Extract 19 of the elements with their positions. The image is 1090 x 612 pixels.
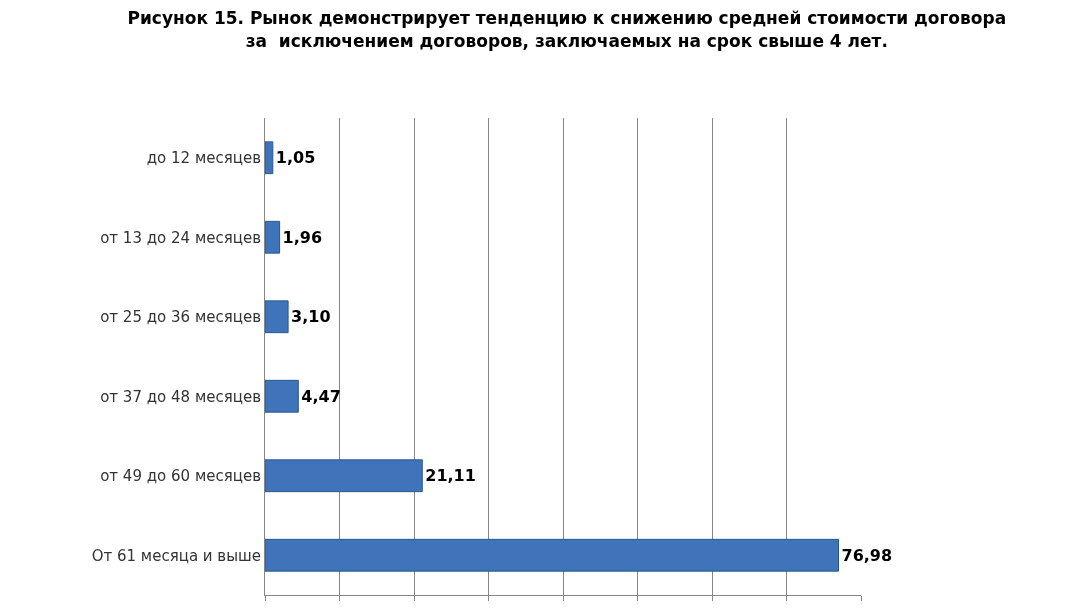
data-label: 21,11 (425, 466, 476, 486)
y-tick-label: от 49 до 60 месяцев (100, 467, 261, 485)
data-label: 3,10 (291, 307, 331, 327)
y-tick-label: от 25 до 36 месяцев (100, 308, 261, 326)
data-label: 76,98 (841, 545, 893, 565)
bar (265, 220, 281, 254)
bar (265, 459, 423, 493)
y-tick-label: от 13 до 24 месяцев (100, 228, 261, 247)
chart-title: Рисунок 15. Рынок демонстрирует тенденцию к снижению средней стоимости договора за исключением договоров, заключаемых на срок свыше 4 лет. (127, 8, 1007, 51)
y-tick-label: От 61 месяца и выше (91, 546, 261, 565)
bar (265, 300, 289, 334)
data-label: 1,05 (275, 148, 316, 168)
bar (265, 141, 274, 175)
data-label: 4,47 (301, 386, 341, 406)
bar (265, 538, 839, 572)
y-tick-label: от 37 до 48 месяцев (100, 387, 261, 406)
data-label: 1,96 (282, 227, 323, 247)
bar (265, 379, 299, 413)
y-tick-label: до 12 месяцев (146, 149, 261, 167)
